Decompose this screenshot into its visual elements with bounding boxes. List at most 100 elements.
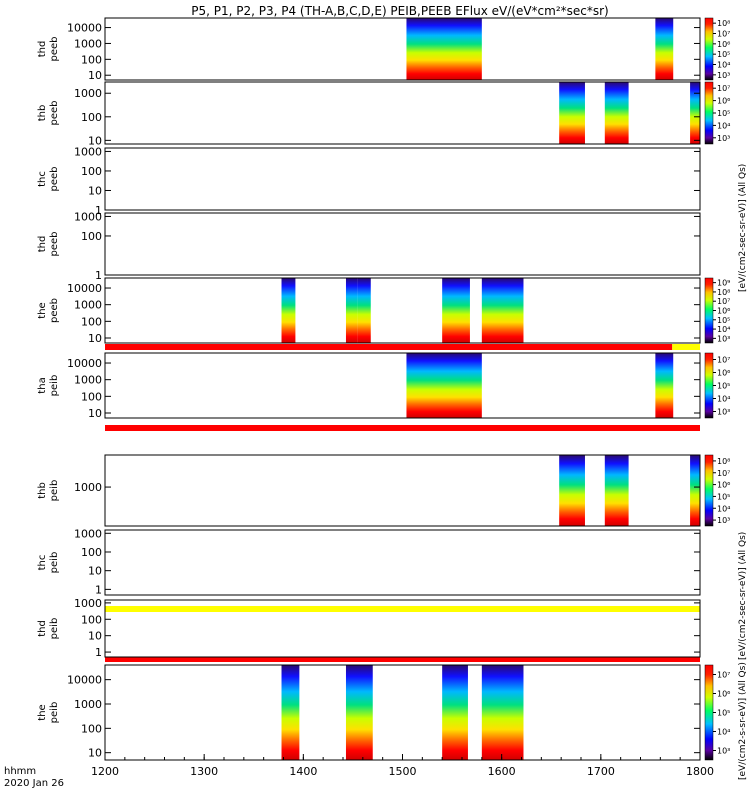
colorbar-tick-label: 10⁶ [717,369,730,378]
panel-label-probe: thb [37,105,48,122]
panel-label-probe: thc [37,171,48,187]
panel-thb-peib: 1000 thb peib 10³ 10⁴ 10⁵ 10⁶ 10⁷ 10⁸ [37,454,730,527]
spectrogram-block [559,455,585,526]
colorbar-tick-label: 10⁴ [717,395,730,404]
y-tick-label: 1000 [74,374,102,387]
panel-frame [104,212,701,276]
colorbar-tick-label: 10⁹ [717,279,730,288]
panel-the-peib: 10 100 1000 10000 the peib 10³ 10⁴ 10⁵ 10⁶ 10⁷ [37,664,730,761]
y-tick-label: 100 [81,165,102,178]
y-tick-label: 1000 [74,37,102,50]
x-tick-label: 1400 [289,765,317,778]
spectrogram-block [442,665,468,760]
colorbar [704,352,714,419]
panel-frame [104,277,701,344]
y-tick-label: 10 [88,69,102,82]
panel-label-instrument: peeb [49,232,60,257]
colorbar-units-top: [eV/(cm2-sec-sr-eV)] (All Qs) [738,164,748,292]
y-tick-label: 10000 [67,22,102,35]
spectrogram-block [357,278,371,343]
panel-thd-peeb: 1 100 1000 thd peeb [37,210,701,282]
spectrogram-block [281,278,296,343]
y-tick-label: 1 [95,583,102,596]
colorbar-tick-label: 10⁸ [717,457,730,466]
y-tick-label: 10000 [67,282,102,295]
colorbar-tick-label: 10⁵ [717,492,730,501]
spectrogram-block [604,82,629,144]
colorbar-tick-label: 10⁵ [717,382,730,391]
colorbar-tick-label: 10⁸ [717,288,730,297]
panel-label-instrument: peib [49,552,60,574]
panel-label-instrument: peib [49,480,60,502]
y-tick-label: 1000 [74,481,102,494]
colorbar-tick-label: 10⁷ [717,297,730,306]
spectrogram-block [559,82,585,144]
colorbar-tick-label: 10³ [717,334,730,343]
colorbar-tick-label: 10⁷ [717,671,730,680]
colorbar [704,277,714,344]
y-tick-label: 1 [95,204,102,217]
y-tick-label: 10 [88,184,102,197]
y-tick-label: 100 [81,315,102,328]
colorbar-tick-label: 10⁴ [717,504,730,513]
colorbar-tick-label: 10⁵ [717,316,730,325]
colorbar-tick-label: 10⁷ [717,84,730,93]
panel-label-probe: thb [37,482,48,499]
panel-label-probe: the [37,302,48,318]
figure-title: P5, P1, P2, P3, P4 (TH-A,B,C,D,E) PEIB,P… [191,4,608,18]
panel-label-instrument: peeb [49,37,60,62]
panel-the-peeb: 10 100 1000 10000 the peeb 10³10⁴10⁵10⁶10⁷10⁸1… [37,277,730,350]
spectrogram-block [345,665,373,760]
y-tick-label: 100 [81,546,102,559]
colorbar-units-bottom: [eV/(cm2-s-sr-eV)] (All Qs) [738,662,748,780]
fill-strip [105,425,700,431]
colorbar-tick-label: 10⁵ [717,109,730,118]
y-tick-label: 100 [81,613,102,626]
spectrogram-block [462,278,470,343]
y-tick-label: 1000 [74,145,102,158]
panel-frame [104,664,701,761]
y-tick-label: 1000 [74,597,102,610]
panel-label-probe: thd [37,620,48,637]
y-tick-label: 1000 [74,299,102,312]
panel-label-probe: tha [37,377,48,393]
panel-frame [104,147,701,211]
spectrogram-block [481,278,524,343]
y-tick-label: 100 [81,53,102,66]
y-tick-label: 100 [81,722,102,735]
y-tick-label: 1000 [74,527,102,540]
x-tick-label: 1200 [91,765,119,778]
spectrogram-block [604,455,629,526]
colorbar-tick-label: 10⁶ [717,40,730,49]
spectrogram-block [690,455,700,526]
panel-thc-peib: 1 10 100 1000 thc peib [37,527,701,612]
x-tick-label: 1600 [488,765,516,778]
colorbar [704,81,714,145]
panel-tha-peib: 10 100 1000 10000 tha peib 10³ 10⁴ 10⁵ 10⁶ 10⁷ [37,352,730,431]
fill-strip [105,344,673,350]
colorbar-tick-label: 10³ [717,134,730,143]
y-tick-label: 10000 [67,674,102,687]
y-tick-label: 10000 [67,357,102,370]
panel-label-instrument: peib [49,618,60,640]
time-label-date: 2020 Jan 26 [4,778,64,789]
colorbar [704,17,714,81]
panel-frame [104,454,701,527]
colorbar-tick-label: 10⁷ [717,356,730,365]
panel-frame [104,81,701,145]
y-tick-label: 100 [81,390,102,403]
y-tick-label: 10 [88,407,102,420]
colorbar-tick-label: 10⁶ [717,97,730,106]
fill-strip [672,344,700,350]
x-tick-label: 1700 [587,765,615,778]
y-tick-label: 10 [88,134,102,147]
panel-label-instrument: peib [49,702,60,724]
x-tick-label: 1500 [389,765,417,778]
colorbar-tick-label: 10⁶ [717,481,730,490]
panel-label-probe: thd [37,41,48,58]
panel-label-instrument: peeb [49,298,60,323]
colorbar-tick-label: 10³ [717,71,730,80]
panel-frame [104,599,701,658]
